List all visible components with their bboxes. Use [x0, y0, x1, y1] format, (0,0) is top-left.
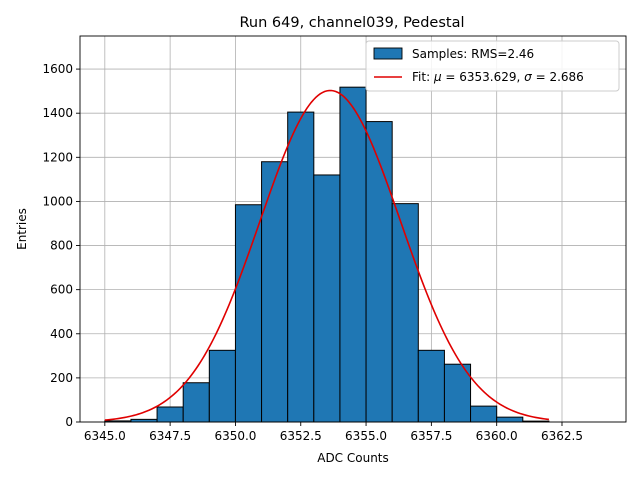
- x-tick-label: 6352.5: [280, 429, 322, 443]
- histogram-bar: [417, 349, 445, 423]
- y-tick-label: 1600: [42, 62, 73, 76]
- legend-histogram-swatch: [373, 47, 403, 60]
- x-tick-label: 6360.0: [476, 429, 518, 443]
- legend-fit-sigma-symbol: σ: [524, 70, 532, 84]
- histogram-bar: [208, 349, 236, 423]
- y-tick-label: 1400: [42, 106, 73, 120]
- histogram-bars: [104, 86, 550, 423]
- histogram-bar: [182, 382, 210, 423]
- histogram-bar: [234, 204, 263, 423]
- y-tick-label: 600: [50, 283, 73, 297]
- histogram-bar: [156, 406, 184, 423]
- plot-frame: [79, 35, 627, 423]
- histogram-bar: [313, 174, 341, 423]
- histogram-bar: [496, 416, 524, 423]
- x-axis-label: ADC Counts: [317, 451, 389, 465]
- legend-fit-prefix: Fit:: [412, 70, 434, 84]
- x-tick-label: 6357.5: [410, 429, 452, 443]
- legend-fit-mu-symbol: μ: [433, 70, 442, 84]
- x-tick-label: 6347.5: [149, 429, 191, 443]
- y-tick-label: 0: [65, 415, 73, 429]
- y-tick-label: 800: [50, 239, 73, 253]
- y-tick-label: 200: [50, 371, 73, 385]
- chart-title: Run 649, channel039, Pedestal: [239, 15, 464, 31]
- histogram-bar: [261, 161, 289, 423]
- legend: Samples: RMS=2.46 Fit: μ = 6353.629, σ =…: [365, 40, 620, 92]
- y-tick-label: 400: [50, 327, 73, 341]
- y-axis-label: Entries: [15, 208, 29, 250]
- x-tick-label: 6362.5: [541, 429, 583, 443]
- legend-box: [365, 40, 620, 92]
- gaussian-fit-curve: [104, 89, 550, 421]
- histogram-bar: [287, 111, 315, 423]
- x-tick-label: 6355.0: [345, 429, 387, 443]
- x-tick-label: 6345.0: [84, 429, 126, 443]
- legend-fit-label: Fit: μ = 6353.629, σ = 2.686: [412, 70, 584, 84]
- legend-fit-mu-value: = 6353.629,: [442, 70, 525, 84]
- histogram-bar: [470, 405, 498, 423]
- y-axis-ticks: 0 200 400 600 800 1000 1200 1400 1600: [42, 62, 80, 429]
- y-tick-label: 1200: [42, 150, 73, 164]
- histogram-bar: [339, 86, 367, 423]
- legend-histogram-label: Samples: RMS=2.46: [412, 47, 534, 61]
- legend-fit-sigma-value: = 2.686: [532, 70, 584, 84]
- histogram-bar: [365, 121, 393, 423]
- y-tick-label: 1000: [42, 194, 73, 208]
- x-axis-ticks: 6345.0 6347.5 6350.0 6352.5 6355.0 6357.5 6360…: [84, 422, 583, 443]
- x-tick-label: 6350.0: [214, 429, 256, 443]
